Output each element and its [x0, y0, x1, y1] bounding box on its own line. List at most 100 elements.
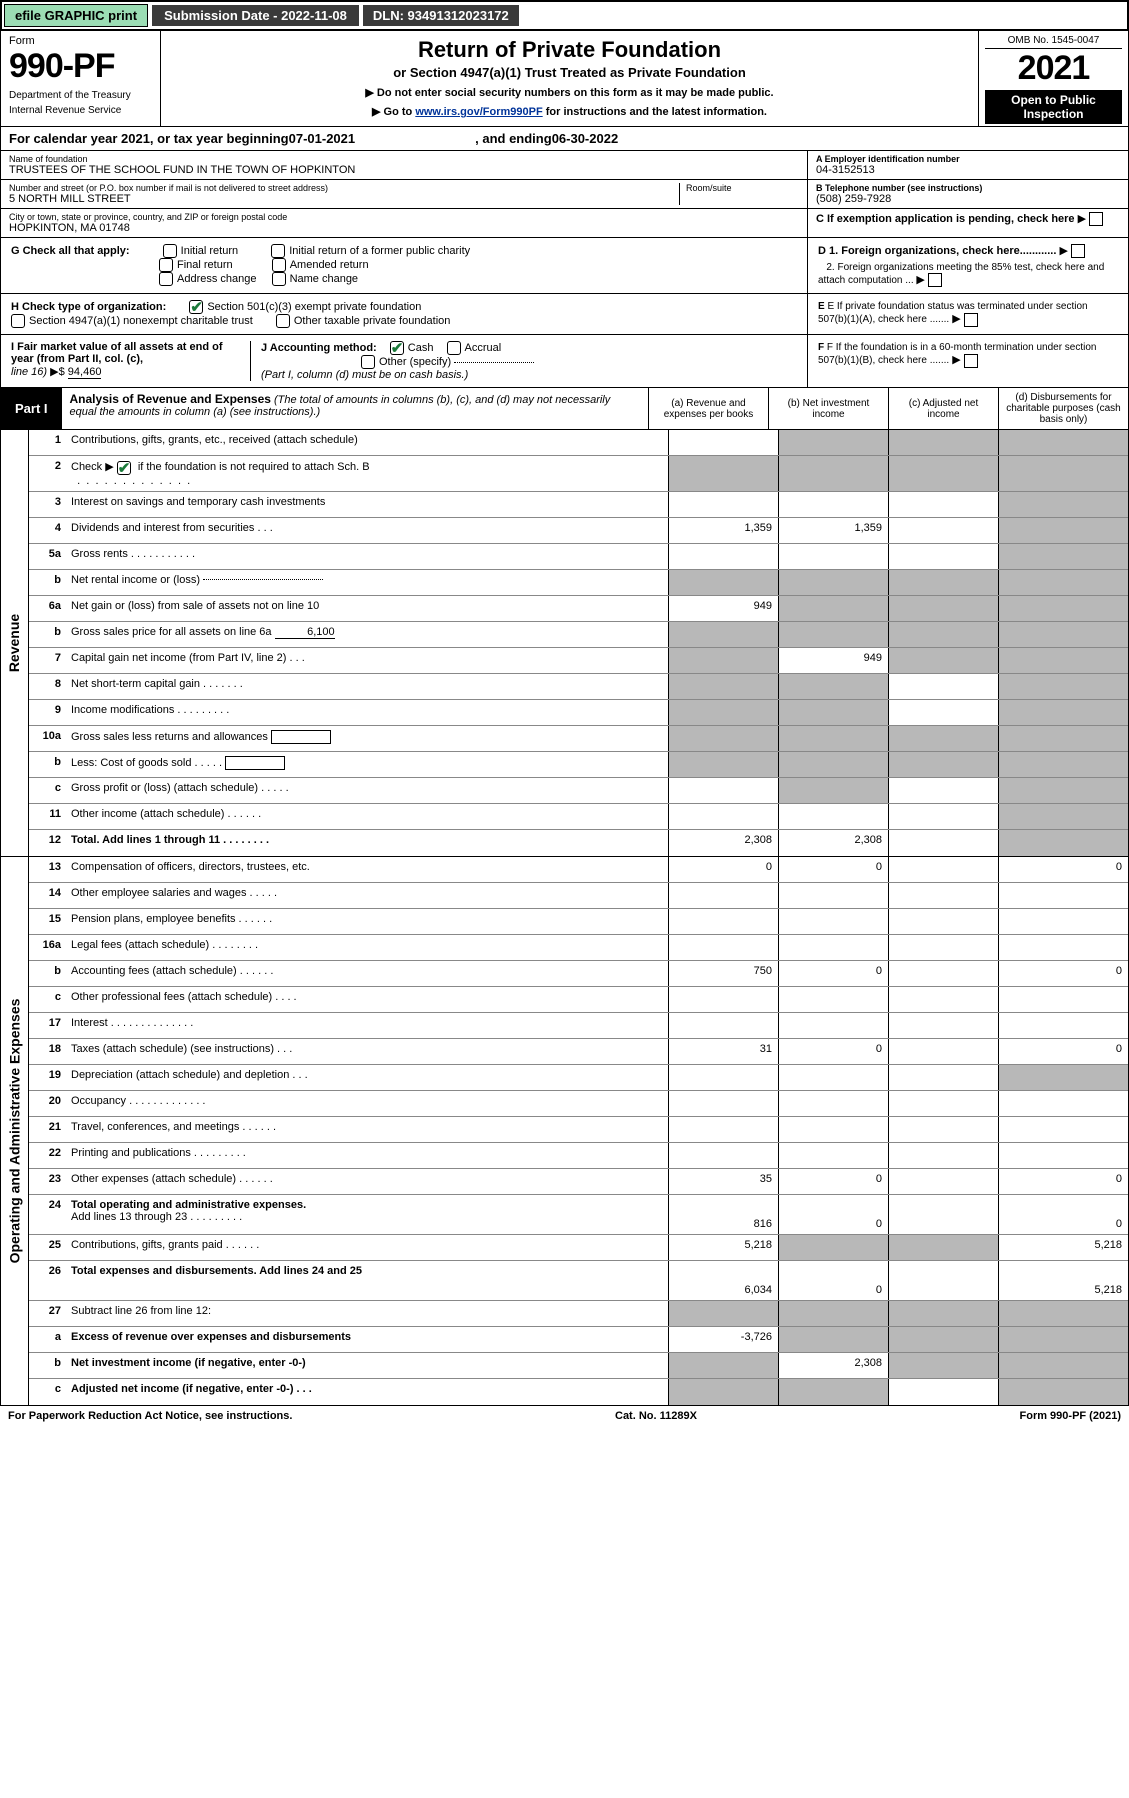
table-row: bLess: Cost of goods sold . . . . .: [29, 752, 1128, 778]
room-label: Room/suite: [686, 183, 799, 193]
name-cell: Name of foundation TRUSTEES OF THE SCHOO…: [1, 151, 807, 180]
phone-cell: B Telephone number (see instructions) (5…: [808, 180, 1128, 209]
cb-501c3[interactable]: [189, 300, 203, 314]
table-row: 19Depreciation (attach schedule) and dep…: [29, 1065, 1128, 1091]
form-footer: Form 990-PF (2021): [1020, 1410, 1121, 1422]
line12-b: 2,308: [778, 830, 888, 856]
year-box: OMB No. 1545-0047 2021 Open to Public In…: [978, 31, 1128, 126]
cb-cash[interactable]: [390, 341, 404, 355]
table-row: 11Other income (attach schedule) . . . .…: [29, 804, 1128, 830]
line16b-a: 750: [668, 961, 778, 986]
efile-print-button[interactable]: efile GRAPHIC print: [4, 4, 148, 27]
table-row: bNet rental income or (loss): [29, 570, 1128, 596]
cb-initial-return[interactable]: [163, 244, 177, 258]
phone-label: B Telephone number (see instructions): [816, 183, 1120, 193]
i-label: I Fair market value of all assets at end…: [11, 341, 223, 365]
cb-amended-return[interactable]: [272, 258, 286, 272]
line16b-d: 0: [998, 961, 1128, 986]
j-accrual: Accrual: [465, 342, 502, 354]
cb-address-change[interactable]: [159, 272, 173, 286]
h-501c3: Section 501(c)(3) exempt private foundat…: [207, 301, 421, 313]
cb-f[interactable]: [964, 354, 978, 368]
line16b-b: 0: [778, 961, 888, 986]
line4-a: 1,359: [668, 518, 778, 543]
part1-title: Analysis of Revenue and Expenses: [70, 392, 271, 406]
addr-label: Number and street (or P.O. box number if…: [9, 183, 679, 193]
omb-number: OMB No. 1545-0047: [985, 33, 1122, 49]
part1-desc: Analysis of Revenue and Expenses (The to…: [62, 388, 648, 429]
line23-a: 35: [668, 1169, 778, 1194]
col-a-header: (a) Revenue and expenses per books: [648, 388, 768, 429]
g-i3: Address change: [177, 273, 257, 285]
table-row: 27Subtract line 26 from line 12:: [29, 1301, 1128, 1327]
cb-accrual[interactable]: [447, 341, 461, 355]
line13-b: 0: [778, 857, 888, 882]
d2-label: 2. Foreign organizations meeting the 85%…: [818, 262, 1104, 286]
table-row: 26Total expenses and disbursements. Add …: [29, 1261, 1128, 1301]
cb-schb[interactable]: [117, 461, 131, 475]
table-row: 15Pension plans, employee benefits . . .…: [29, 909, 1128, 935]
table-row: 4Dividends and interest from securities …: [29, 518, 1128, 544]
table-row: 9Income modifications . . . . . . . . .: [29, 700, 1128, 726]
h-other: Other taxable private foundation: [294, 315, 451, 327]
expenses-section: Operating and Administrative Expenses 13…: [0, 857, 1129, 1406]
irs-link[interactable]: www.irs.gov/Form990PF: [415, 106, 542, 118]
table-row: 18Taxes (attach schedule) (see instructi…: [29, 1039, 1128, 1065]
cal-c: , and ending: [475, 131, 552, 146]
city-state-zip: HOPKINTON, MA 01748: [9, 222, 799, 234]
page-footer: For Paperwork Reduction Act Notice, see …: [0, 1406, 1129, 1426]
ein: 04-3152513: [816, 164, 1120, 176]
instr-link: ▶ Go to www.irs.gov/Form990PF for instru…: [171, 105, 968, 118]
g-d-row: G Check all that apply: Initial return I…: [0, 238, 1129, 294]
line12-a: 2,308: [668, 830, 778, 856]
address-cell: Number and street (or P.O. box number if…: [1, 180, 807, 209]
cb-other-method[interactable]: [361, 355, 375, 369]
form-title: Return of Private Foundation: [171, 37, 968, 63]
cb-final-return[interactable]: [159, 258, 173, 272]
name-label: Name of foundation: [9, 154, 799, 164]
j-note: (Part I, column (d) must be on cash basi…: [261, 369, 468, 381]
exemption-cell: C If exemption application is pending, c…: [808, 209, 1128, 229]
ein-cell: A Employer identification number 04-3152…: [808, 151, 1128, 180]
g-label: G Check all that apply:: [11, 245, 130, 257]
h-e-row: H Check type of organization: Section 50…: [0, 294, 1129, 335]
part1-header: Part I Analysis of Revenue and Expenses …: [0, 388, 1129, 430]
cb-name-change[interactable]: [272, 272, 286, 286]
cb-4947a1[interactable]: [11, 314, 25, 328]
j-cash: Cash: [408, 342, 434, 354]
cb-initial-former[interactable]: [271, 244, 285, 258]
line26-b: 0: [778, 1261, 888, 1300]
paperwork-notice: For Paperwork Reduction Act Notice, see …: [8, 1410, 292, 1422]
instr-ssn: ▶ Do not enter social security numbers o…: [171, 86, 968, 99]
table-row: aExcess of revenue over expenses and dis…: [29, 1327, 1128, 1353]
line18-a: 31: [668, 1039, 778, 1064]
line23-d: 0: [998, 1169, 1128, 1194]
table-row: 23Other expenses (attach schedule) . . .…: [29, 1169, 1128, 1195]
line26-d: 5,218: [998, 1261, 1128, 1300]
tax-year: 2021: [985, 49, 1122, 88]
line6a-a: 949: [668, 596, 778, 621]
c-checkbox[interactable]: [1089, 212, 1103, 226]
open2: Inspection: [988, 107, 1119, 121]
line18-d: 0: [998, 1039, 1128, 1064]
tax-year-end: 06-30-2022: [552, 131, 619, 146]
part1-tab: Part I: [1, 388, 62, 429]
line24-b: 0: [778, 1195, 888, 1234]
open1: Open to Public: [988, 93, 1119, 107]
cb-e[interactable]: [964, 313, 978, 327]
line4-b: 1,359: [778, 518, 888, 543]
table-row: cOther professional fees (attach schedul…: [29, 987, 1128, 1013]
i-j-f-row: I Fair market value of all assets at end…: [0, 335, 1129, 388]
cal-a: For calendar year 2021, or tax year begi…: [9, 131, 289, 146]
i-line16: line 16): [11, 366, 47, 378]
cb-d1[interactable]: [1071, 244, 1085, 258]
foundation-info: Name of foundation TRUSTEES OF THE SCHOO…: [0, 151, 1129, 238]
form-title-box: Return of Private Foundation or Section …: [161, 31, 978, 126]
cb-other-taxable[interactable]: [276, 314, 290, 328]
col-d-header: (d) Disbursements for charitable purpose…: [998, 388, 1128, 429]
table-row: 10aGross sales less returns and allowanc…: [29, 726, 1128, 752]
line27a-a: -3,726: [668, 1327, 778, 1352]
cb-d2[interactable]: [928, 273, 942, 287]
dept-treasury: Department of the Treasury: [9, 90, 152, 101]
table-row: 6aNet gain or (loss) from sale of assets…: [29, 596, 1128, 622]
